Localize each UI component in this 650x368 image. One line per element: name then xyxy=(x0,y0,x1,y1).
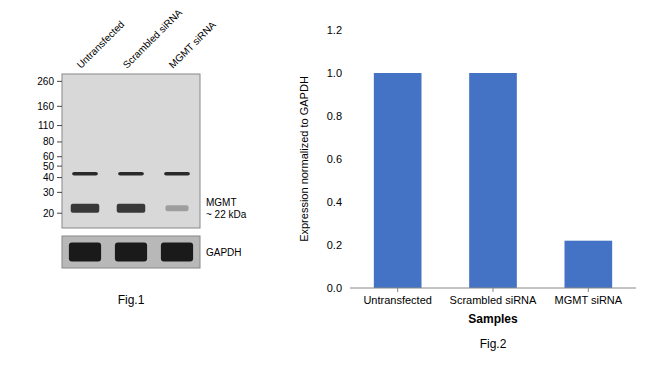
band xyxy=(164,172,190,176)
band xyxy=(166,205,189,211)
x-tick xyxy=(397,288,398,292)
ladder-tick xyxy=(57,192,62,193)
control-band xyxy=(69,242,101,261)
band xyxy=(117,204,146,213)
y-tick-label: 0.8 xyxy=(327,110,342,122)
caption: Fig.2 xyxy=(480,337,507,351)
band-label: MGMT~ 22 kDa xyxy=(206,197,247,220)
y-tick-label: 0.4 xyxy=(327,196,342,208)
y-axis-label: Expression normalized to GAPDH xyxy=(298,76,310,242)
bar xyxy=(565,241,613,288)
ladder-label: 80 xyxy=(43,136,55,147)
lane-label: MGMT siRNA xyxy=(167,19,218,70)
ladder-tick xyxy=(57,125,62,126)
control-band xyxy=(161,242,193,261)
ladder-label: 110 xyxy=(38,120,54,131)
band xyxy=(118,172,144,176)
y-tick-label: 1.2 xyxy=(327,24,342,36)
bar xyxy=(374,73,422,288)
band-label-line: ~ 22 kDa xyxy=(206,209,247,220)
ladder-label: 160 xyxy=(37,101,54,112)
band xyxy=(71,204,100,213)
x-tick xyxy=(588,288,589,292)
x-tick-label: MGMT siRNA xyxy=(555,294,623,306)
band xyxy=(72,172,98,176)
y-tick-label: 1.0 xyxy=(327,67,342,79)
blot-panel: 260160110806050403020UntransfectedScramb… xyxy=(37,7,246,307)
ladder-tick xyxy=(57,141,62,142)
ladder-tick xyxy=(57,106,62,107)
ladder-label: 30 xyxy=(43,187,55,198)
ladder-label: 40 xyxy=(43,172,55,183)
bars xyxy=(374,73,612,288)
bar-panel: 0.0 0.2 0.4 0.6 0.8 1.0 1.2 Untransfected Scramb… xyxy=(298,24,636,351)
caption: Fig.1 xyxy=(118,293,145,307)
ladder-label: 20 xyxy=(43,208,55,219)
control-band xyxy=(115,242,147,261)
ladder-tick xyxy=(57,213,62,214)
annotation: GAPDH xyxy=(206,247,242,258)
x-tick xyxy=(493,288,494,292)
y-tick-label: 0.6 xyxy=(327,153,342,165)
ladder-label: 260 xyxy=(37,76,54,87)
band-label-line: MGMT xyxy=(206,197,237,208)
bands xyxy=(71,172,190,213)
control-strip xyxy=(62,236,200,268)
x-tick-label: Scrambled siRNA xyxy=(450,294,537,306)
bar xyxy=(469,73,517,288)
y-tick-label: 0.0 xyxy=(327,282,342,294)
ladder-label: 50 xyxy=(43,161,55,172)
ladder-tick xyxy=(57,156,62,157)
x-axis-label: Samples xyxy=(468,312,518,326)
figure: 260160110806050403020UntransfectedScramb… xyxy=(0,0,650,368)
x-tick-label: Untransfected xyxy=(363,294,431,306)
y-tick-label: 0.2 xyxy=(327,239,342,251)
lane-label: Untransfected xyxy=(75,19,127,71)
gel xyxy=(62,74,200,228)
ladder-tick xyxy=(57,166,62,167)
ladder-tick xyxy=(57,177,62,178)
ladder-tick xyxy=(57,81,62,82)
